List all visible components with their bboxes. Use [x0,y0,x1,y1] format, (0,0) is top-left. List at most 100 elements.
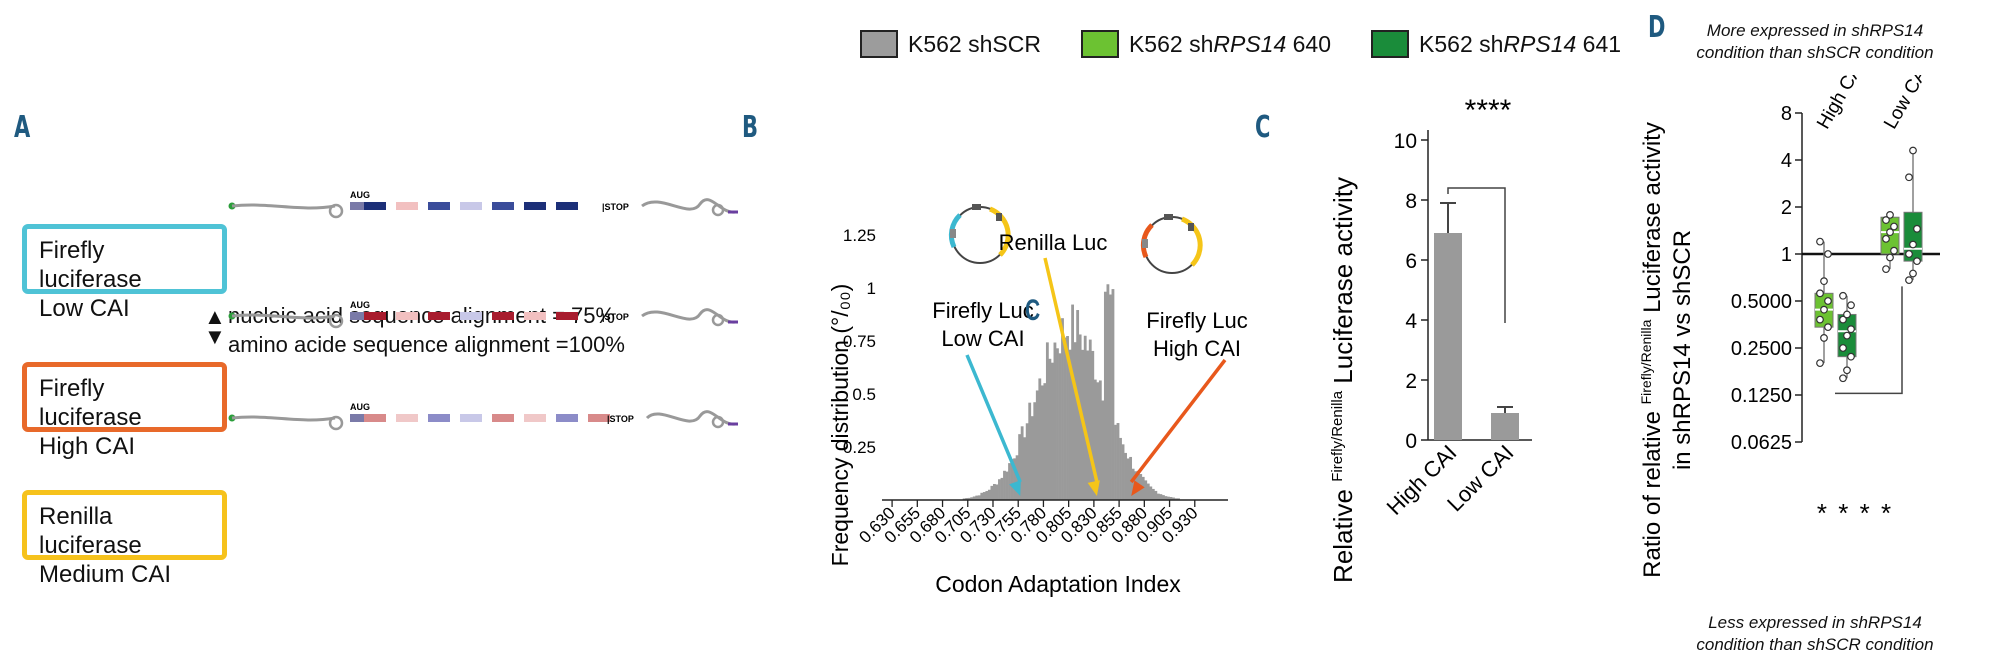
box-point [1905,173,1913,182]
cai-histogram: 0.6300.6550.6800.7050.7300.7550.7800.805… [827,204,1248,597]
construct-renilla-medium: Renilla luciferase Medium CAI [22,490,227,588]
histogram-bin [1038,378,1042,500]
histogram-bin [1131,468,1135,500]
box-point [1882,265,1890,274]
histogram-bin [1111,289,1115,500]
renilla-luc-label: Renilla Luc [999,230,1108,255]
histogram-bin [1083,335,1087,500]
histogram-bin [1126,458,1130,500]
box-plot-group-labels: High CAI Low CAI [1813,75,1934,133]
histogram-bin [967,497,971,500]
histogram-bin [1005,471,1009,500]
construct-firefly-low: Firefly luciferase Low CAI [22,224,227,322]
legend-label-shscr: K562 shSCR [908,30,1041,57]
nucleic-alignment-text: nucleic acid sequence alignment = 75% [228,303,616,328]
box-point [1824,323,1832,332]
histogram-bin [1053,342,1057,500]
marker-arrow-shaft [965,354,1022,483]
box-point [1890,222,1898,231]
box-point [1882,234,1890,243]
histogram-bin [1051,362,1054,500]
legend-label-641: K562 shRPS14 641 [1419,30,1622,57]
y-tick-label: 0.5 [852,385,876,404]
box-point [1816,237,1824,246]
histogram-bin [1033,402,1037,500]
histogram-bin [1159,494,1163,500]
stop-codon-label: |STOP [607,414,634,424]
histogram-bin [1063,337,1067,500]
box-point [1839,374,1847,383]
box-point [1847,352,1855,361]
utr5-line [231,203,336,210]
histogram-bin [1174,498,1178,500]
y-tick-label: 0.1250 [1731,385,1792,407]
histogram-bin [1091,350,1095,500]
cds-block [350,312,364,320]
histogram-bin [1068,349,1072,500]
plasmid-high-icon [1140,214,1203,274]
histogram-bin [992,483,996,500]
histogram-bin [998,479,1001,500]
box-plot-significance: * * * * [1817,498,1893,528]
y-tick-label: 0.25 [843,438,876,457]
histogram-bin [1073,342,1077,500]
box-plot-y-ticks: 0.0625 0.1250 0.2500 0.5000 1 2 4 8 [1731,103,1802,454]
cds-block [492,202,514,210]
y-tick-label: 8 [1405,190,1417,213]
bar-low-cai [1491,413,1519,440]
histogram-bin [1096,382,1100,500]
box-point [1843,366,1851,375]
cds-block [556,414,578,422]
box-1 [1837,291,1857,383]
legend-swatch-640 [1080,30,1119,58]
start-codon-label: AUG [350,300,370,310]
less-expressed-note: Less expressed in shRPS14 condition than … [1696,613,1934,654]
construct-firefly-high-line2: High CAI [39,433,136,460]
cds-block [460,414,482,422]
histogram-bin [1010,459,1014,500]
box-plot-y-label-line2: in shRPS14 vs shSCR [1669,230,1696,470]
amino-alignment-text: amino acide sequence alignment =100% [228,332,625,357]
legend-swatch-shscr [860,30,898,58]
double-arrow-icon: ▲ ▼ [204,304,226,349]
cds-block [428,202,450,210]
y-tick-label: 10 [1394,130,1417,153]
box-point [1847,325,1855,334]
box-point [1820,334,1828,342]
histogram-bin [1061,318,1064,500]
box-plot-y-label-line1: Ratio of relative Firefly/Renilla Lucife… [1640,122,1666,578]
histogram-bin [980,492,984,500]
histogram-bin [972,496,976,500]
cds-block [556,312,578,320]
histogram-bin [1066,336,1069,500]
more-expressed-note: More expressed in shRPS14 condition than … [1696,21,1934,62]
cds-block [364,202,386,210]
histogram-y-ticks: 0.25 0.5 0.75 1 1.25 [843,226,876,457]
histogram-bin [1156,493,1160,500]
box-point [1886,253,1894,262]
histogram-bin [1103,291,1107,500]
y-tick-label: 0.2500 [1731,338,1792,360]
cds-block [350,414,364,422]
histogram-bin [1144,480,1148,500]
start-codon-label: AUG [350,190,370,200]
utr5-line [231,313,336,320]
overlay-panel-letter: C [1025,295,1040,327]
histogram-bin [1154,490,1158,500]
loop-icon [711,313,725,327]
histogram-bin [987,489,991,500]
box-point [1909,240,1917,249]
loop-icon [328,415,344,431]
loop-icon [711,203,725,217]
histogram-bin [1013,458,1016,500]
cds-block [492,312,514,320]
start-codon-label: AUG [350,402,370,412]
histogram-bin [982,492,986,500]
cds-block [556,202,578,210]
cds-block [396,414,418,422]
box-2 [1880,211,1900,274]
histogram-bin [977,495,981,500]
group-label: High CAI [1813,75,1869,133]
box-point [1909,269,1917,278]
